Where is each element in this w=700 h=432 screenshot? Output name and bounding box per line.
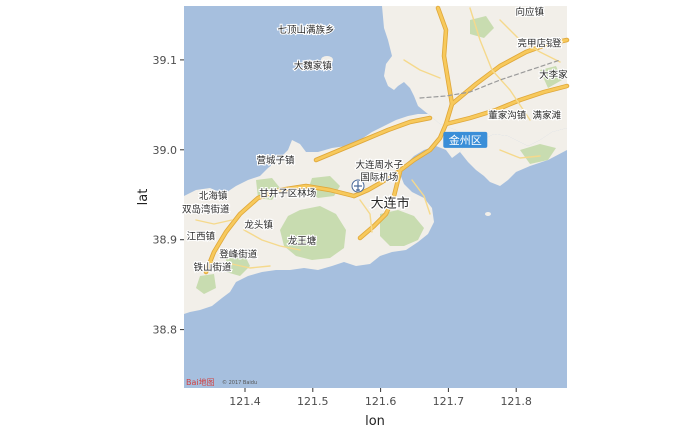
y-tick-label: 38.8 (153, 324, 178, 337)
park-area (520, 144, 556, 164)
road (403, 59, 441, 79)
road-layer (195, 5, 570, 275)
park-area (540, 66, 562, 88)
park-area (280, 206, 346, 260)
baidu-logo: Bai地图 (186, 377, 215, 387)
highway (444, 84, 569, 126)
x-tick-label: 121.4 (229, 395, 261, 408)
x-tick-label: 121.8 (500, 395, 532, 408)
park-area (380, 210, 424, 246)
place-label: 满家滩 (532, 109, 561, 121)
y-axis: 39.1 39.0 38.9 38.8 (153, 54, 184, 337)
district-badge-box (443, 131, 488, 148)
highway (204, 184, 356, 274)
road (211, 261, 271, 269)
place-label: 龙头镇 (244, 219, 273, 231)
place-label: 大连市 (371, 195, 410, 211)
place-label: 登峰街道 (219, 249, 258, 261)
place-label: 向应镇 (515, 6, 544, 18)
x-axis: 121.4 121.5 121.6 121.7 121.8 (229, 388, 532, 408)
road (469, 7, 531, 121)
road (499, 19, 561, 63)
place-label: 登 (552, 38, 562, 49)
highway (352, 6, 454, 198)
y-tick-label: 38.9 (153, 234, 178, 247)
y-axis-label: lat (136, 189, 151, 206)
place-label: 龙王塘 (288, 235, 317, 247)
highway (314, 116, 432, 162)
road (359, 199, 373, 233)
place-label: 大魏家镇 (294, 60, 333, 72)
airport-icon (351, 179, 365, 193)
railway (419, 59, 561, 99)
attribution-text: © 2017 Baidu (222, 379, 257, 386)
map-attribution: Bai地图 © 2017 Baidu (186, 377, 257, 387)
road (411, 179, 431, 215)
x-tick-label: 121.6 (365, 395, 397, 408)
park-area (470, 16, 494, 38)
place-label: 营城子镇 (256, 154, 295, 166)
highway (358, 170, 402, 240)
y-tick-label: 39.0 (153, 144, 178, 157)
park-area (196, 274, 216, 294)
place-label: 双岛湾街道 (182, 204, 230, 216)
place-label: 董家沟镇 (488, 109, 527, 121)
island (321, 56, 333, 64)
place-label: 北海镇 (199, 190, 228, 202)
place-label: 大李家 (539, 69, 568, 81)
highway (450, 38, 569, 106)
district-badge-label: 金州区 (449, 133, 482, 147)
y-tick-label: 39.1 (153, 54, 178, 67)
x-tick-label: 121.5 (297, 395, 329, 408)
x-tick-label: 121.7 (433, 395, 465, 408)
road (243, 229, 301, 251)
district-badge: 金州区 (443, 131, 488, 148)
place-label: 国际机场 (360, 171, 398, 183)
place-label: 甘井子区林场 (259, 188, 316, 200)
road (499, 149, 541, 159)
place-label: 亮甲店镇 (517, 37, 556, 49)
place-label: 大连周水子 (355, 159, 403, 171)
place-label: 江西镇 (187, 231, 216, 243)
place-label: 七顶山满族乡 (277, 24, 334, 36)
road (195, 219, 233, 225)
place-label: 铁山街道 (193, 261, 232, 273)
island (485, 212, 491, 216)
x-axis-label: lon (365, 414, 385, 429)
